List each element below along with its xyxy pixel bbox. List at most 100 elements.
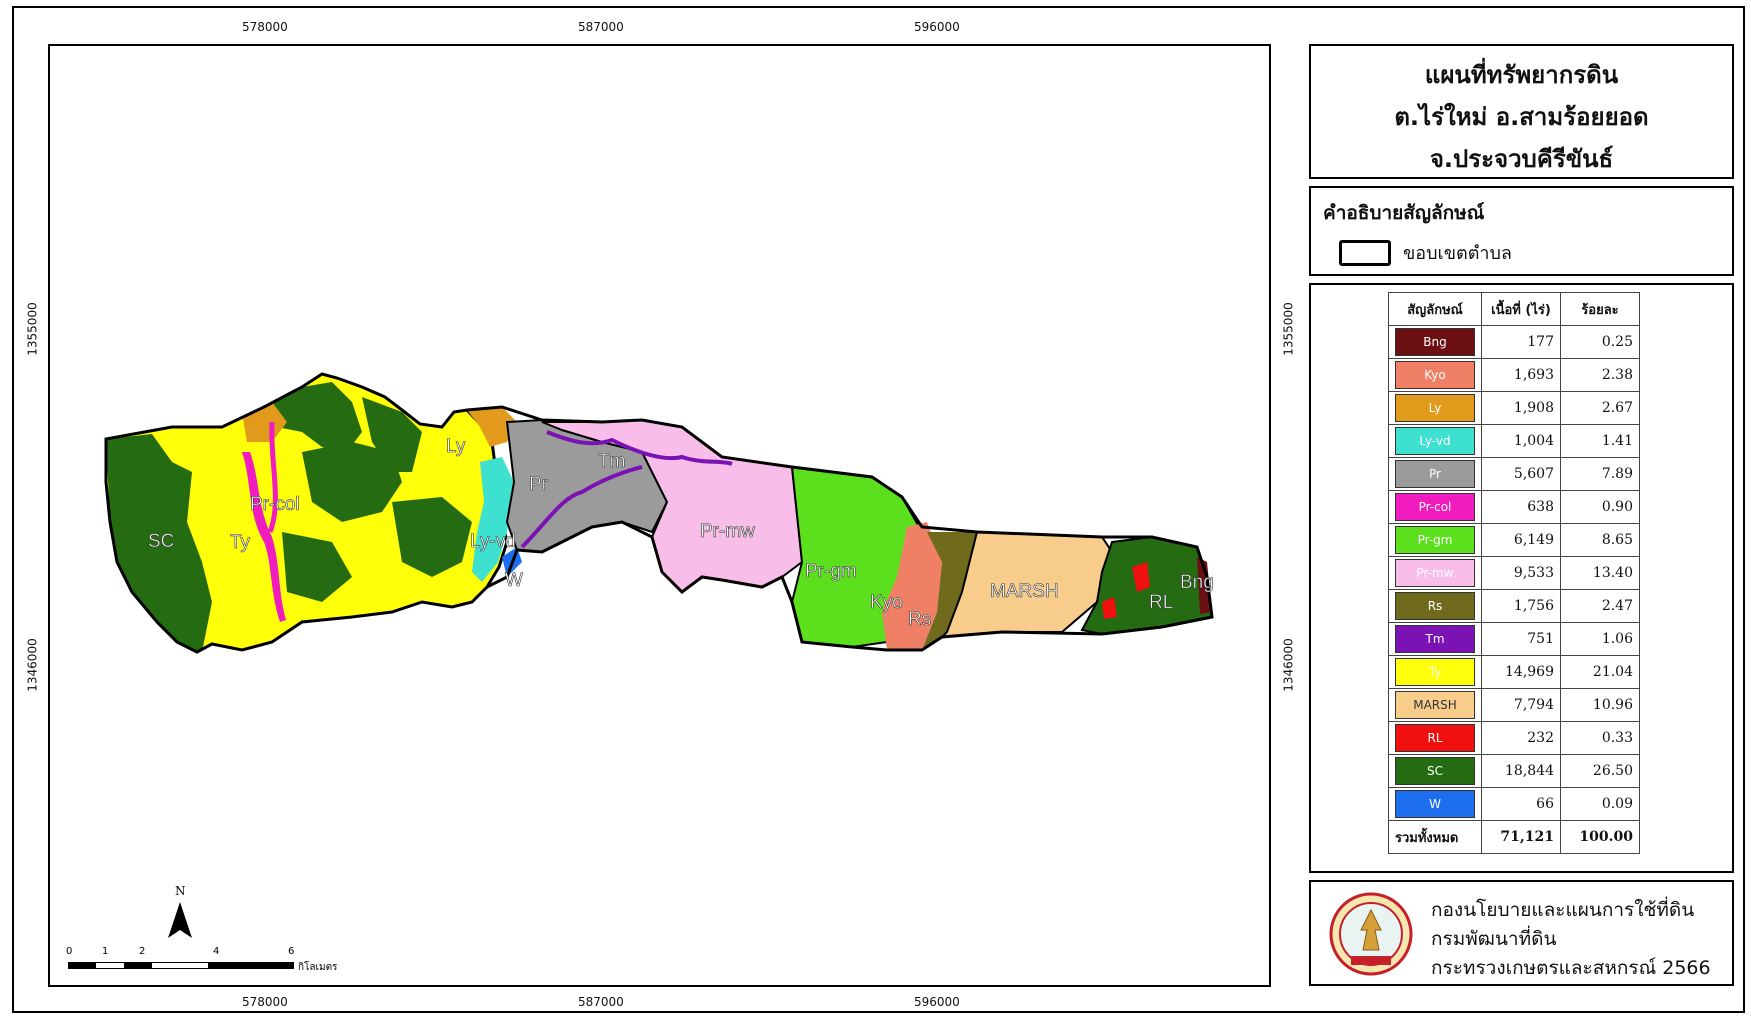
percent-cell: 0.90 <box>1560 490 1640 524</box>
map-frame[interactable]: SC Ty Pr-col Ly Ly-vd W Pr Tm Pr-mw Pr-g… <box>48 44 1271 987</box>
label-rl: RL <box>1149 592 1173 613</box>
legend-panel: คำอธิบายสัญลักษณ์ ขอบเขตตำบล <box>1309 186 1734 276</box>
symbol-cell: Ty <box>1388 655 1482 689</box>
soil-symbol-swatch: Bng <box>1395 328 1475 356</box>
table-row: W 66 0.09 <box>1388 787 1640 821</box>
soil-symbol-swatch: SC <box>1395 757 1475 785</box>
boundary-swatch-icon <box>1339 239 1391 266</box>
land-development-department-seal-icon <box>1329 892 1413 976</box>
legend-boundary-label: ขอบเขตตำบล <box>1403 243 1512 264</box>
area-cell: 751 <box>1481 622 1561 656</box>
label-w: W <box>505 570 523 591</box>
scale-unit: กิโลเมตร <box>298 960 338 973</box>
map-title-line-1: แผนที่ทรัพยากรดิน <box>1424 61 1619 89</box>
soil-area-table: สัญลักษณ์ เนื้อที่ (ไร่) ร้อยละ Bng 177 0.… <box>1388 292 1640 854</box>
scale-label-1: 1 <box>102 946 108 957</box>
map-title-line-3: จ.ประจวบคีรีขันธ์ <box>1429 145 1614 173</box>
symbol-cell: W <box>1388 787 1482 821</box>
scale-bar: 0 1 2 4 6 กิโลเมตร <box>66 946 338 973</box>
soil-symbol-swatch: Ly <box>1395 394 1475 422</box>
label-ty: Ty <box>230 532 251 553</box>
map-title-line-2: ต.ไร่ใหม่ อ.สามร้อยยอด <box>1394 103 1649 131</box>
table-row: Pr 5,607 7.89 <box>1388 457 1640 491</box>
sc-area-center <box>302 442 402 522</box>
percent-cell: 10.96 <box>1560 688 1640 722</box>
table-total-row: รวมทั้งหมด 71,121 100.00 <box>1388 820 1640 854</box>
table-row: RL 232 0.33 <box>1388 721 1640 755</box>
label-ly-vd: Ly-vd <box>470 531 516 552</box>
total-percent: 100.00 <box>1560 820 1640 854</box>
soil-symbol-swatch: Tm <box>1395 625 1475 653</box>
ly-vd-area <box>472 457 514 582</box>
table-row: Pr-mw 9,533 13.40 <box>1388 556 1640 590</box>
percent-cell: 21.04 <box>1560 655 1640 689</box>
area-cell: 14,969 <box>1481 655 1561 689</box>
credit-panel: กองนโยบายและแผนการใช้ที่ดิน กรมพัฒนาที่ด… <box>1309 880 1734 986</box>
sc-area-north <box>262 382 362 452</box>
table-row: Ty 14,969 21.04 <box>1388 655 1640 689</box>
table-row: Kyo 1,693 2.38 <box>1388 358 1640 392</box>
symbol-cell: Ly-vd <box>1388 424 1482 458</box>
y-tick-right-1: 1355000 <box>1281 302 1296 356</box>
table-row: Rs 1,756 2.47 <box>1388 589 1640 623</box>
legend-boundary-row: ขอบเขตตำบล <box>1339 238 1732 267</box>
percent-cell: 1.06 <box>1560 622 1640 656</box>
percent-cell: 26.50 <box>1560 754 1640 788</box>
symbol-cell: Ly <box>1388 391 1482 425</box>
soil-map[interactable]: SC Ty Pr-col Ly Ly-vd W Pr Tm Pr-mw Pr-g… <box>50 46 1269 985</box>
percent-cell: 2.67 <box>1560 391 1640 425</box>
y-tick-left-2: 1346000 <box>25 638 40 692</box>
header-area: เนื้อที่ (ไร่) <box>1481 292 1561 326</box>
label-ly: Ly <box>446 436 466 457</box>
symbol-cell: Tm <box>1388 622 1482 656</box>
label-rs: Rs <box>908 609 931 630</box>
label-pr: Pr <box>529 474 549 495</box>
x-tick-top-2: 587000 <box>578 20 624 34</box>
scale-label-0: 0 <box>66 946 72 957</box>
area-cell: 18,844 <box>1481 754 1561 788</box>
ly-area-east <box>467 407 517 447</box>
rl-area-2 <box>1102 597 1117 619</box>
table-body: Bng 177 0.25 Kyo 1,693 2.38 Ly 1,908 2.67 Ly-vd 1,… <box>1388 325 1640 821</box>
table-header-row: สัญลักษณ์ เนื้อที่ (ไร่) ร้อยละ <box>1388 292 1640 326</box>
soil-symbol-swatch: W <box>1395 790 1475 818</box>
percent-cell: 0.09 <box>1560 787 1640 821</box>
x-tick-top-1: 578000 <box>242 20 288 34</box>
eastern-boundary <box>466 405 1214 652</box>
western-soil-block <box>106 374 502 652</box>
area-cell: 66 <box>1481 787 1561 821</box>
tm-river-branch <box>520 465 643 549</box>
rl-area-1 <box>1132 562 1150 592</box>
x-tick-bottom-2: 587000 <box>578 995 624 1009</box>
total-area: 71,121 <box>1481 820 1561 854</box>
symbol-cell: RL <box>1388 721 1482 755</box>
y-tick-left-1: 1355000 <box>25 302 40 356</box>
percent-cell: 0.25 <box>1560 325 1640 359</box>
sc-area-east <box>362 397 422 472</box>
western-boundary <box>104 372 509 654</box>
north-arrow-icon: N <box>168 884 192 938</box>
symbol-cell: Pr-col <box>1388 490 1482 524</box>
label-sc: SC <box>148 531 174 552</box>
scale-label-2: 2 <box>139 946 145 957</box>
label-tm: Tm <box>598 451 625 472</box>
credit-line-1: กองนโยบายและแผนการใช้ที่ดิน <box>1431 899 1695 921</box>
title-panel: แผนที่ทรัพยากรดิน ต.ไร่ใหม่ อ.สามร้อยยอด… <box>1309 44 1734 179</box>
soil-symbol-swatch: Ly-vd <box>1395 427 1475 455</box>
area-cell: 177 <box>1481 325 1561 359</box>
area-cell: 638 <box>1481 490 1561 524</box>
credit-line-3: กระทรวงเกษตรและสหกรณ์ 2566 <box>1431 957 1711 979</box>
percent-cell: 7.89 <box>1560 457 1640 491</box>
soil-labels: SC Ty Pr-col Ly Ly-vd W Pr Tm Pr-mw Pr-g… <box>148 436 1214 631</box>
soil-symbol-swatch: Rs <box>1395 592 1475 620</box>
label-kyo: Kyo <box>870 592 903 613</box>
label-pr-col: Pr-col <box>250 494 300 515</box>
table-row: SC 18,844 26.50 <box>1388 754 1640 788</box>
symbol-cell: Pr <box>1388 457 1482 491</box>
area-cell: 1,756 <box>1481 589 1561 623</box>
x-tick-top-3: 596000 <box>914 20 960 34</box>
soil-symbol-swatch: MARSH <box>1395 691 1475 719</box>
symbol-cell: Bng <box>1388 325 1482 359</box>
soil-symbol-swatch: Pr-mw <box>1395 559 1475 587</box>
header-percent: ร้อยละ <box>1560 292 1640 326</box>
